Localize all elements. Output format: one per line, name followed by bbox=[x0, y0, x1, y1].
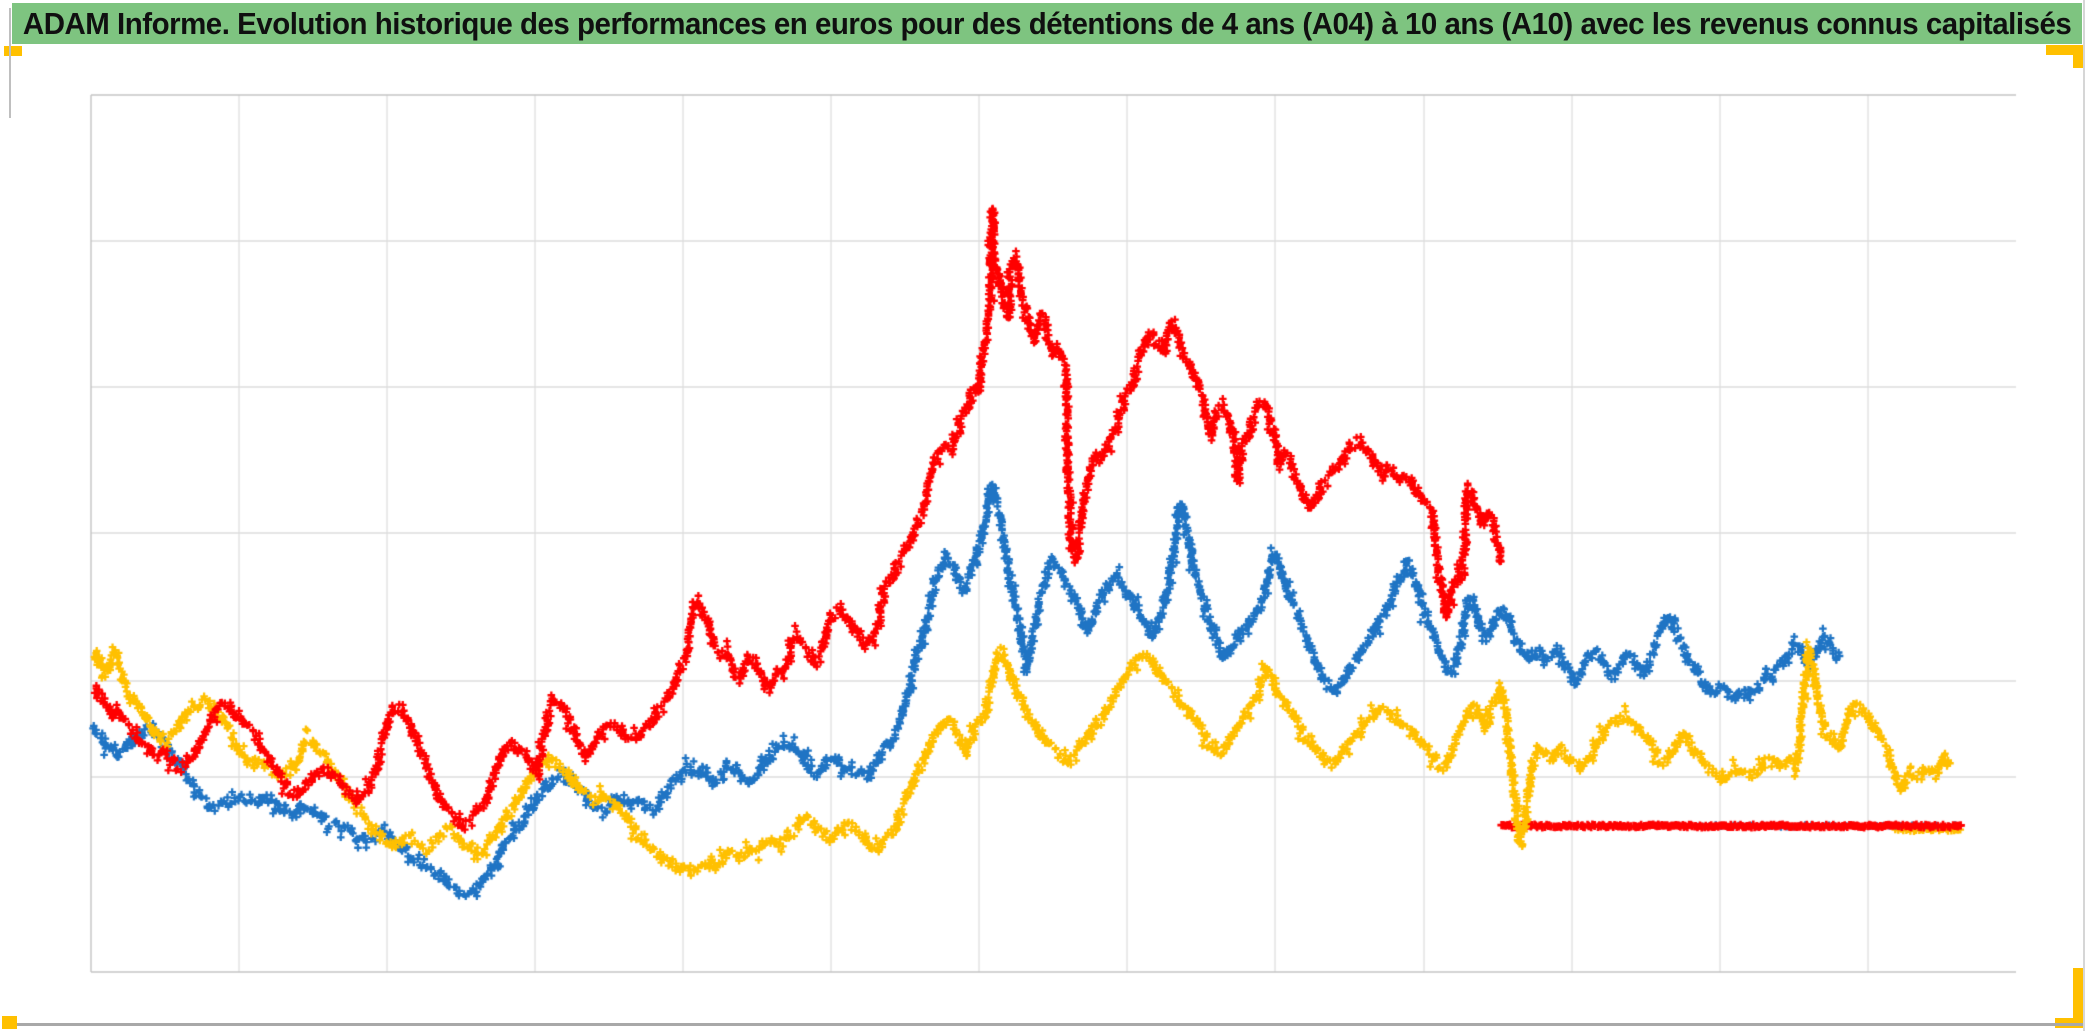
accent-top-right-horizontal bbox=[2046, 45, 2082, 55]
bottom-divider bbox=[17, 1023, 2083, 1026]
accent-bottom-right-vertical bbox=[2073, 968, 2083, 1028]
window-right-edge bbox=[2083, 0, 2085, 1031]
accent-bottom-left-square bbox=[2, 1016, 17, 1029]
accent-top-left bbox=[4, 46, 22, 56]
window-left-edge bbox=[9, 8, 11, 118]
accent-top-right-vertical bbox=[2073, 45, 2083, 68]
